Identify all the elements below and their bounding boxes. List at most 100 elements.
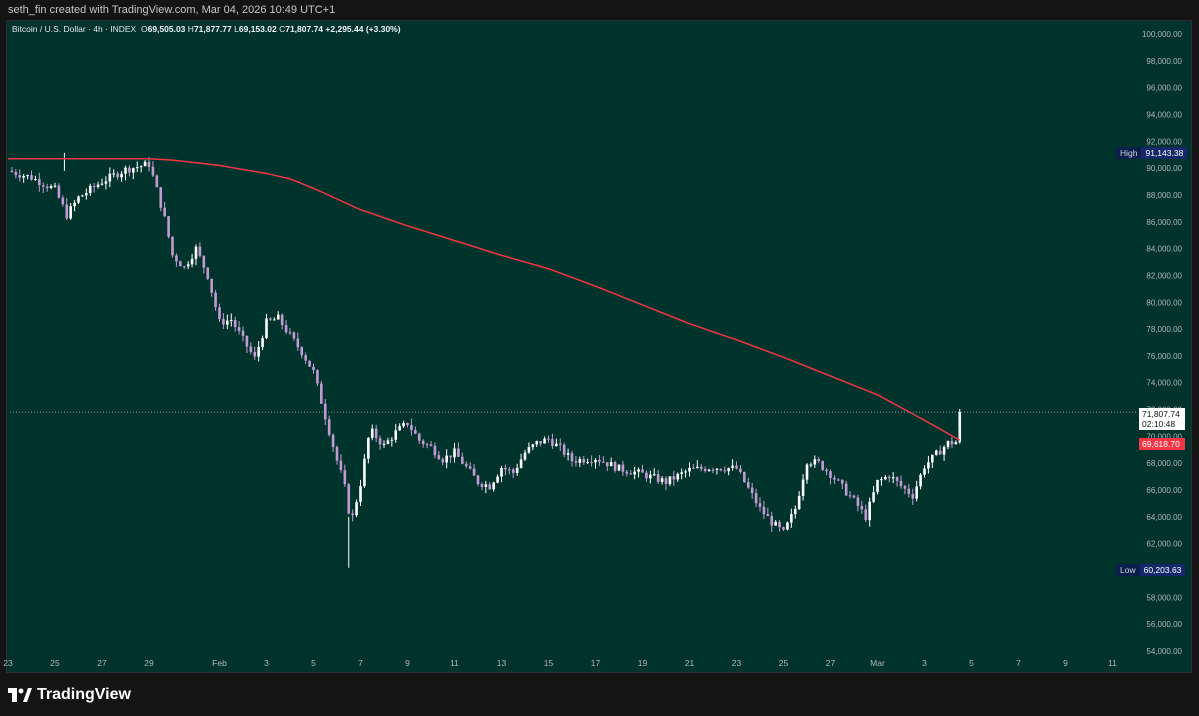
candle-body [707,469,711,471]
candle-body [613,462,617,471]
candle-body [73,202,76,207]
candle-body [273,319,276,321]
candle-body [790,514,793,523]
candle-body [382,443,386,445]
candle-body [547,438,550,440]
x-tick-label: 9 [1063,658,1068,668]
x-tick-label: 23 [3,658,13,668]
candle-body [135,167,139,169]
y-tick-label: 94,000.00 [1146,110,1182,119]
candle-body [907,488,911,494]
candle-body [703,468,707,471]
candle-body [594,459,597,463]
candle-body [343,470,347,485]
candle-body [390,439,394,441]
x-tick-label: 9 [405,658,410,668]
y-tick-label: 100,000.00 [1142,30,1183,39]
high-marker-label: High [1116,147,1142,159]
candle-body [566,453,570,455]
candle-body [386,440,390,444]
candle-body [218,307,221,320]
candle-body [625,471,629,474]
candle-body [519,459,523,468]
candle-body [723,470,727,472]
candle-body [848,495,852,497]
candle-body [786,522,789,530]
candle-body [112,173,116,175]
candle-body [817,459,821,462]
candle-body [821,461,824,470]
candle-body [676,473,680,480]
x-tick-label: 5 [311,658,316,668]
candle-body [543,438,546,444]
y-tick-label: 84,000.00 [1146,245,1182,254]
candle-body [85,192,88,196]
y-tick-label: 56,000.00 [1146,620,1182,629]
candle-body [394,430,398,440]
candle-body [425,444,429,446]
x-tick-label: 3 [264,658,269,668]
candle-body [269,318,272,320]
candle-body [77,196,80,203]
candle-body [402,422,405,427]
candle-body [605,462,609,467]
candle-body [214,292,217,308]
candle-body [684,471,687,473]
chart-area[interactable] [6,20,1192,673]
candle-body [104,181,108,184]
candle-body [190,258,194,265]
candle-body [26,175,29,177]
candle-body [860,506,864,510]
candle-body [570,453,574,462]
x-tick-label: 17 [591,658,601,668]
candle-body [222,319,225,325]
y-tick-label: 66,000.00 [1146,486,1182,495]
candle-body [237,327,241,331]
candle-body [41,185,45,187]
ma-value-tag: 69,618.70 [1139,438,1185,450]
last-price-value: 71,807.74 [1142,409,1180,419]
candle-body [864,509,868,521]
candle-body [175,255,178,262]
candle-body [598,459,601,462]
candle-body [461,456,464,464]
candle-body [406,422,409,426]
y-tick-label: 54,000.00 [1146,647,1182,656]
candle-body [923,468,926,475]
y-tick-label: 92,000.00 [1146,137,1182,146]
x-tick-label: 11 [450,658,459,668]
y-tick-label: 76,000.00 [1146,352,1182,361]
candle-body [778,521,781,528]
brand[interactable]: TradingView [8,686,131,704]
candle-body [61,197,65,205]
candle-body [186,264,190,267]
candle-body [911,493,915,499]
candle-body [641,469,644,473]
candle-body [359,486,362,502]
ma-value: 69,618.70 [1142,439,1180,449]
candle-body [938,450,942,455]
candle-body [891,477,895,479]
candle-body [535,441,539,445]
close-value: 71,807.74 [285,24,324,34]
candle-body [578,458,582,463]
candle-body [69,206,72,219]
candle-body [805,464,809,480]
candle-body [182,266,186,268]
y-tick-label: 68,000.00 [1146,459,1182,468]
candle-body [167,216,170,237]
x-tick-label: Mar [870,658,885,668]
candle-body [801,479,805,496]
candle-body [355,501,358,516]
candle-body [265,318,268,339]
candle-body [464,463,468,467]
candle-body [100,183,104,185]
candle-body [128,167,131,173]
y-tick-label: 70,000.00 [1146,432,1182,441]
x-tick-label: 5 [969,658,974,668]
candle-body [120,173,123,178]
candle-body [139,166,143,168]
candle-body [919,474,922,487]
candle-body [433,445,437,456]
